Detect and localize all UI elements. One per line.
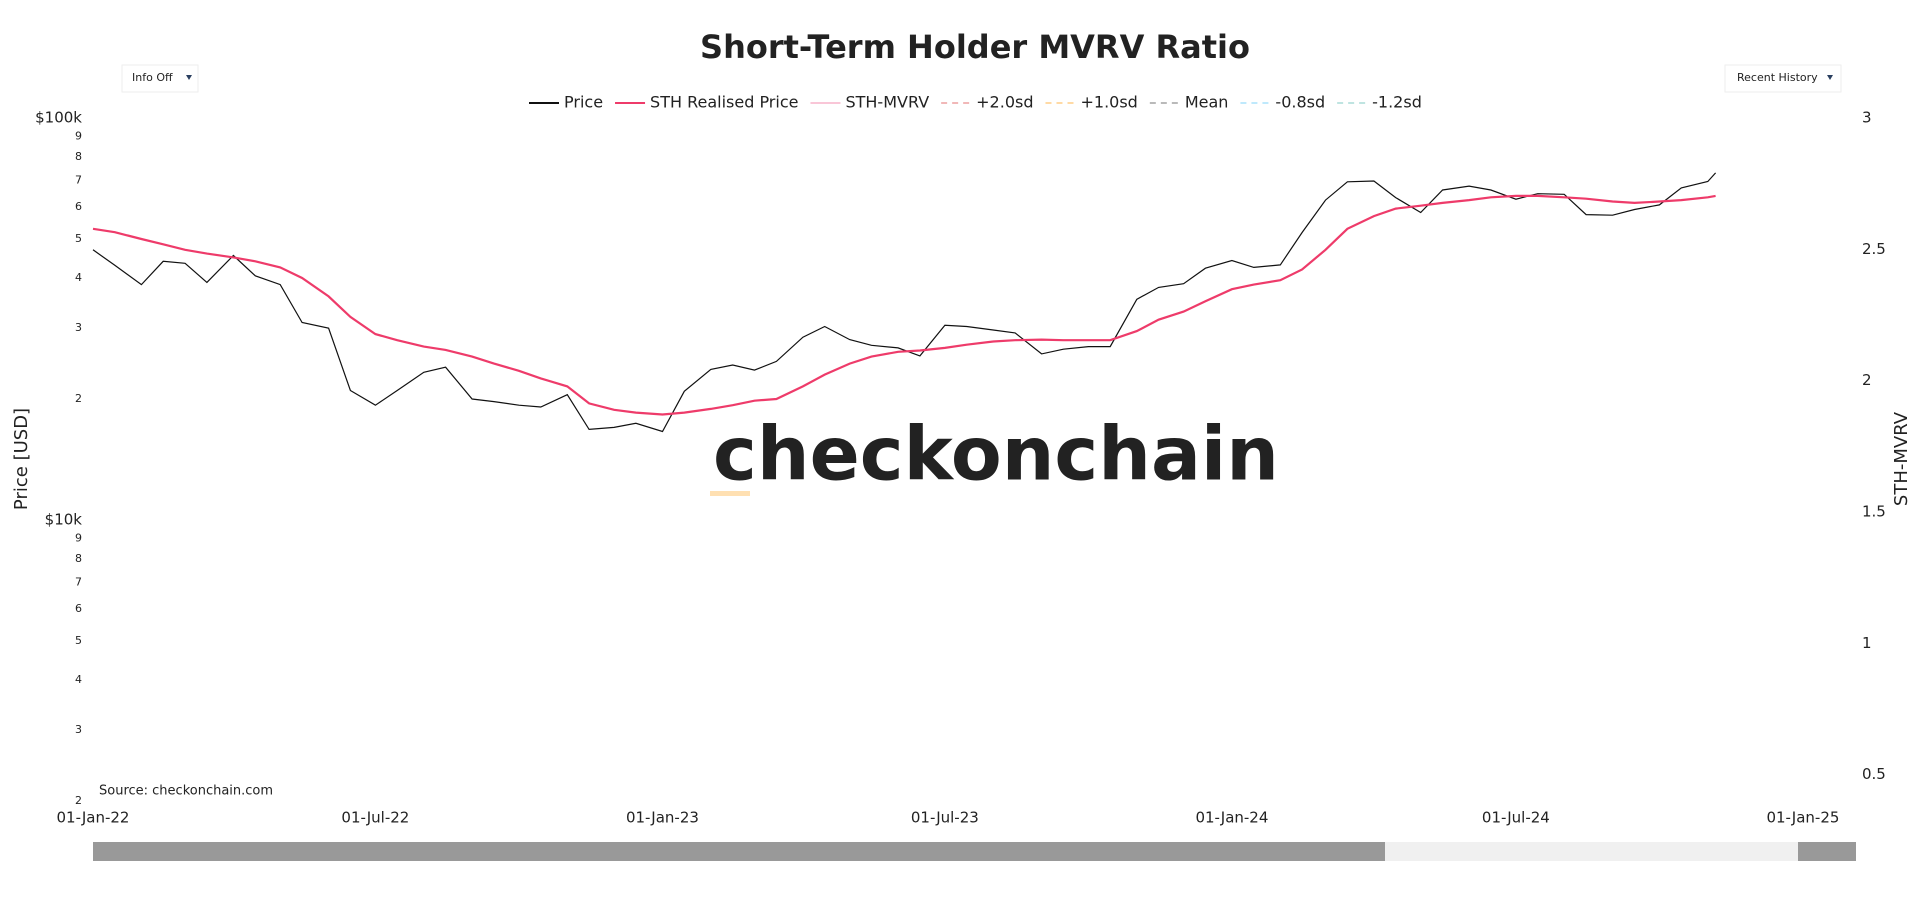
source-note: Source: checkonchain.com [99,784,273,799]
x-tick-label: 01-Jul-23 [911,809,979,827]
x-tick-label: 01-Jan-23 [626,809,699,827]
y-tick-label: 4 [75,673,82,686]
legend-label: STH Realised Price [650,93,798,112]
history-button[interactable]: Recent History [1724,64,1842,93]
legend-label: -0.8sd [1275,93,1325,112]
y-tick-label: 9 [75,531,82,544]
y-tick-label: 9 [75,129,82,142]
y-tick-label: 5 [75,634,82,647]
y2-tick-label: 3 [1862,109,1872,127]
legend-label: +2.0sd [976,93,1033,112]
x-tick-label: 01-Jul-24 [1482,809,1550,827]
dropdown-arrow[interactable] [186,75,192,80]
y-tick-label: 7 [75,173,82,186]
x-tick-label: 01-Jul-22 [341,809,409,827]
legend: Price STH Realised Price STH-MVRV +2.0sd +1.… [529,93,1422,112]
legend-label: -1.2sd [1372,93,1422,112]
price-line [92,194,1716,416]
slider-window[interactable] [1385,842,1798,861]
y-tick-label: 8 [75,552,82,565]
y-tick-label: $10k [45,511,83,529]
y-tick-label: 6 [75,200,82,213]
x-tick-label: 01-Jan-24 [1195,809,1268,827]
chart-title: Short-Term Holder MVRV Ratio [700,28,1250,66]
range-slider[interactable] [93,842,1856,861]
dropdown-arrow[interactable] [1827,75,1833,80]
watermark: checkonchain [713,412,1279,498]
price-line [92,172,1717,433]
y2-tick-label: 2.5 [1862,240,1886,258]
y2-tick-label: 2 [1862,371,1872,389]
y2-tick-label: 1 [1862,634,1872,652]
y2-tick-label: 1.5 [1862,503,1886,521]
x-tick-label: 01-Jan-22 [57,809,130,827]
x-tick-label: 01-Jan-25 [1766,809,1839,827]
y-tick-label: 3 [75,321,82,334]
y-tick-label: 7 [75,575,82,588]
y-axis-title: Price [USD] [11,408,32,510]
y2-axis-title: STH-MVRV [1891,411,1912,506]
y-tick-label: 4 [75,271,82,284]
legend-label: +1.0sd [1080,93,1137,112]
legend-label: Mean [1185,93,1229,112]
watermark-underscore [710,491,750,496]
button-label[interactable]: Recent History [1737,71,1818,84]
y-tick-label: 8 [75,150,82,163]
y-tick-label: 2 [75,392,82,405]
info-button[interactable]: Info Off [121,64,199,93]
y2-tick-label: 0.5 [1862,765,1886,783]
y-tick-label: 6 [75,602,82,615]
button-box[interactable] [1724,64,1842,93]
y-tick-label: 5 [75,232,82,245]
button-label[interactable]: Info Off [132,71,173,84]
y-tick-label: 2 [75,794,82,807]
legend-label: STH-MVRV [845,93,929,112]
legend-label: Price [564,93,603,112]
y-tick-label: $100k [35,109,82,127]
y-tick-label: 3 [75,723,82,736]
button-box[interactable] [121,64,199,93]
